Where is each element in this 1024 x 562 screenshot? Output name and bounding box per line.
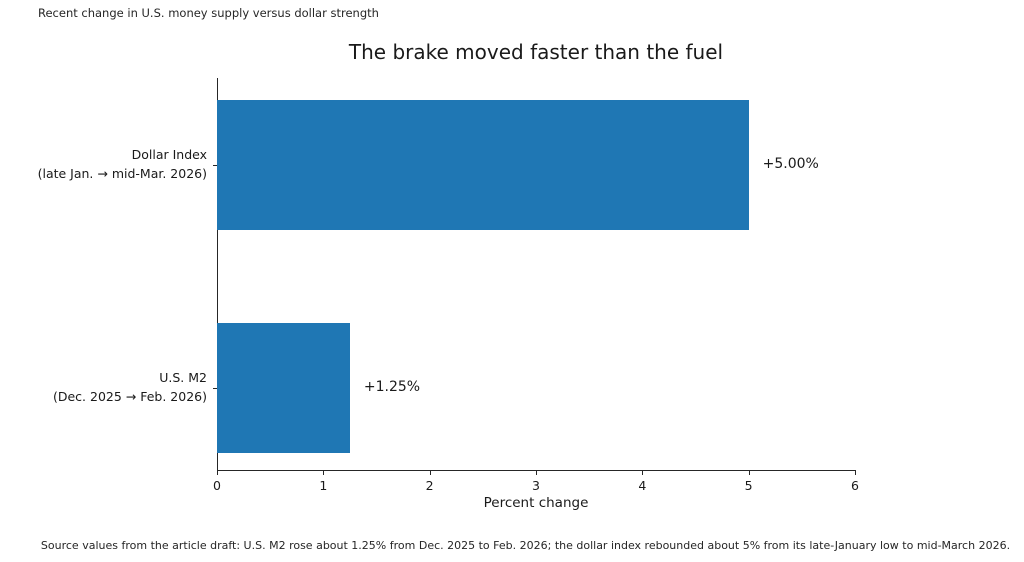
y-tick-mark xyxy=(213,165,217,166)
x-tick-label: 2 xyxy=(425,478,434,493)
x-tick-label: 3 xyxy=(532,478,540,493)
x-tick-label: 1 xyxy=(319,478,328,493)
x-tick-mark xyxy=(323,471,325,475)
x-tick-mark xyxy=(217,471,218,475)
bar-1 xyxy=(217,323,350,453)
x-tick-label: 6 xyxy=(851,478,859,493)
header-note: Recent change in U.S. money supply versu… xyxy=(38,6,379,20)
x-tick-mark xyxy=(429,471,431,475)
x-tick-label: 4 xyxy=(638,478,647,493)
y-tick-mark xyxy=(213,388,217,389)
chart-title: The brake moved faster than the fuel xyxy=(348,40,724,64)
y-category-label: Dollar Index (late Jan. → mid-Mar. 2026) xyxy=(37,147,207,182)
x-tick-mark xyxy=(855,471,856,475)
y-category-label: U.S. M2 (Dec. 2025 → Feb. 2026) xyxy=(52,370,207,405)
bar-value-label: +5.00% xyxy=(762,156,819,172)
x-tick-mark xyxy=(642,471,644,475)
x-tick-mark xyxy=(536,471,537,475)
x-tick-label: 5 xyxy=(744,478,753,493)
x-tick-label: 0 xyxy=(213,478,221,493)
x-tick-mark xyxy=(748,471,750,475)
bar-value-label: +1.25% xyxy=(363,379,421,395)
plot-area xyxy=(217,78,856,471)
bar-0 xyxy=(217,100,749,230)
source-note: Source values from the article draft: U.… xyxy=(40,539,1011,552)
x-axis-label: Percent change xyxy=(483,495,589,511)
